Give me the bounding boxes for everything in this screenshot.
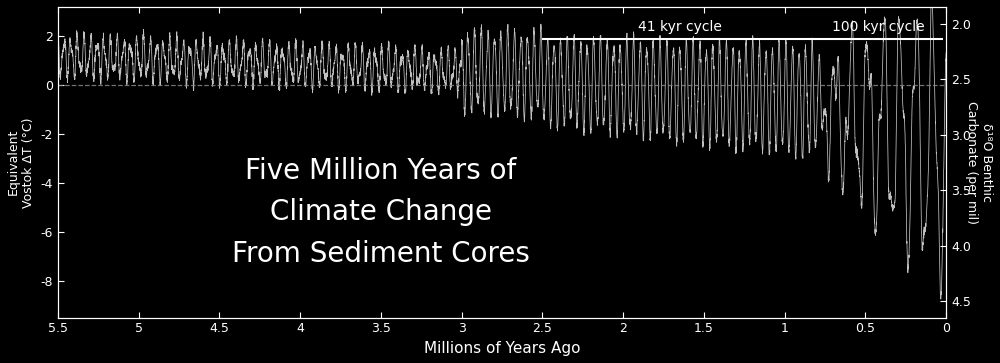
X-axis label: Millions of Years Ago: Millions of Years Ago	[424, 341, 580, 356]
Text: Five Million Years of: Five Million Years of	[245, 157, 516, 185]
Text: 100 kyr cycle: 100 kyr cycle	[832, 20, 925, 34]
Text: Climate Change: Climate Change	[270, 199, 492, 227]
Y-axis label: Equivalent
Vostok ΔT (°C): Equivalent Vostok ΔT (°C)	[7, 117, 35, 208]
Text: 41 kyr cycle: 41 kyr cycle	[638, 20, 722, 34]
Y-axis label: δ¹⁸O Benthic
Carbonate (per mil): δ¹⁸O Benthic Carbonate (per mil)	[965, 101, 993, 224]
Text: From Sediment Cores: From Sediment Cores	[232, 240, 530, 268]
